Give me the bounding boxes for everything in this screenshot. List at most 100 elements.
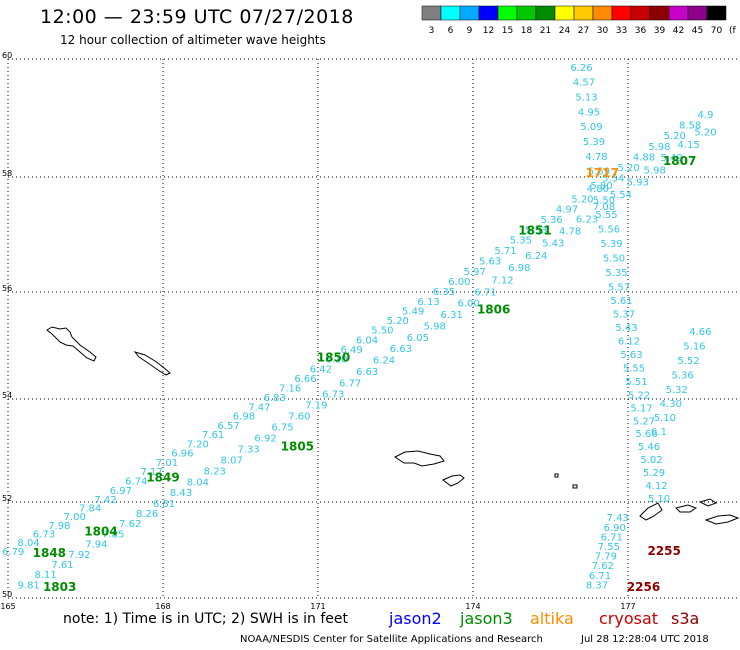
swh-value: 5.37	[613, 310, 635, 321]
swh-value: 5.50	[371, 326, 393, 337]
swh-value: 5.13	[575, 92, 597, 103]
colorbar-tick: 21	[540, 26, 551, 35]
swh-value: 6.24	[525, 251, 547, 262]
swh-value: 6.63	[390, 344, 412, 355]
swh-value: 8.37	[586, 580, 608, 591]
island-kanaga	[675, 504, 698, 513]
legend-note: note: 1) Time is in UTC; 2) SWH is in fe…	[63, 611, 349, 627]
swh-value: 6.71	[474, 287, 496, 298]
swh-value: 6.77	[339, 378, 361, 389]
pass-time-label: 2256	[627, 580, 660, 594]
swh-value: 5.39	[600, 239, 622, 250]
swh-value: 4.57	[573, 78, 595, 89]
swh-value: 5.20	[387, 316, 409, 327]
pass-time-label: 1805	[281, 440, 314, 454]
lat-label: 50	[2, 590, 12, 599]
swh-value: 5.59	[588, 167, 610, 178]
swh-value: 5.61	[610, 296, 632, 307]
colorbar-tick: 45	[692, 26, 703, 35]
swh-value: 4.12	[645, 481, 667, 492]
legend-cryosat: cryosat	[599, 609, 659, 628]
swh-value: 5.97	[464, 267, 486, 278]
colorbar-tick: 33	[616, 26, 627, 35]
lon-label: 171	[310, 602, 325, 611]
swh-value: 5.29	[643, 468, 665, 479]
swh-value: 5.39	[583, 137, 605, 148]
track-values: 6.798.046.737.987.007.847.426.976.747.17…	[2, 63, 717, 592]
swh-value: 4.95	[578, 107, 600, 118]
coastlines	[46, 326, 740, 525]
swh-value: 4.66	[689, 327, 711, 338]
pass-time-label: 1848	[33, 546, 66, 560]
swh-value: 6.73	[322, 390, 344, 401]
legend-altika: altika	[530, 609, 574, 628]
swh-value: 5.17	[630, 403, 652, 414]
swh-value: 6.00	[457, 299, 479, 310]
swh-value: 6.63	[356, 367, 378, 378]
colorbar-tick: 42	[673, 26, 684, 35]
swh-value: 5.46	[638, 442, 660, 453]
colorbar-tick: 18	[521, 26, 533, 35]
swh-value: 6.26	[570, 63, 592, 74]
colorbar-unit: (ft)	[729, 26, 736, 35]
swh-value: 5.36	[671, 370, 693, 381]
swh-value: 7.84	[79, 504, 101, 515]
swh-value: 5.54	[610, 190, 632, 201]
swh-value: 5.50	[603, 254, 625, 265]
swh-value: 6.79	[2, 547, 24, 558]
colorbar-tick: 12	[483, 26, 494, 35]
swh-value: 5.63	[479, 256, 501, 267]
island-tanaga	[698, 498, 718, 507]
swh-value: 5.20	[617, 163, 639, 174]
map-subtitle: 12 hour collection of altimeter wave hei…	[60, 33, 326, 47]
pass-time-labels: 1717 1807 1851 1806 1850 1805 1849 1804 1848 1803…	[33, 154, 697, 594]
pass-time-label: 1717	[585, 166, 618, 180]
swh-value: 5.55	[623, 363, 645, 374]
lat-label: 60	[2, 51, 12, 60]
swh-value: 6.71	[589, 571, 611, 582]
legend-jason3: jason3	[460, 609, 513, 628]
swh-value: 8.04	[187, 477, 209, 488]
island-agattu	[133, 351, 171, 376]
swh-value: 5.52	[677, 356, 699, 367]
swh-value: 6.73	[33, 530, 55, 541]
swh-value: 7.12	[491, 275, 513, 286]
island-amchitka	[442, 474, 465, 487]
swh-value: 7.94	[85, 540, 107, 551]
swh-value: 6.71	[601, 532, 623, 543]
swh-value: 7.60	[288, 412, 310, 423]
swh-value: 4.30	[660, 399, 682, 410]
swh-value: 6.42	[310, 364, 332, 375]
swh-value: 4.9	[698, 110, 714, 121]
swh-value: 7.79	[595, 552, 617, 563]
swh-value: 5.93	[627, 178, 649, 189]
swh-value: 5.43	[542, 239, 564, 250]
lat-label: 54	[2, 391, 12, 400]
swh-value: 7.19	[305, 401, 327, 412]
swh-value: 7.33	[238, 444, 260, 455]
swh-value: 5.98	[648, 142, 670, 153]
colorbar-tick: 30	[597, 26, 609, 35]
swh-value: 5.27	[633, 416, 655, 427]
swh-value: 5.02	[640, 455, 662, 466]
swh-value: 5.36	[541, 215, 563, 226]
swh-value: 6.90	[604, 523, 626, 534]
swh-value: 5.71	[494, 246, 516, 257]
axis-labels: 60 58 56 54 52 50 165 168 171 174 177	[0, 51, 635, 611]
swh-value: 6.83	[264, 393, 286, 404]
swh-value: 7.62	[592, 561, 614, 572]
island-adak	[639, 502, 663, 521]
swh-value: 4.97	[556, 205, 578, 216]
legend-s3a: s3a	[671, 609, 700, 628]
colorbar-tick: 70	[711, 26, 723, 35]
swh-value: 7.98	[48, 521, 70, 532]
swh-value: 5.98	[424, 321, 446, 332]
footer-timestamp: Jul 28 12:28:04 UTC 2018	[581, 634, 709, 645]
swh-value: 6.1	[651, 427, 667, 438]
swh-value: 6.10	[325, 355, 347, 366]
swh-value: 6.04	[356, 335, 378, 346]
swh-value: 5.20	[664, 131, 686, 142]
swh-value: 4.80	[587, 184, 609, 195]
lon-label: 177	[620, 602, 635, 611]
swh-value: 5.80	[590, 181, 612, 192]
